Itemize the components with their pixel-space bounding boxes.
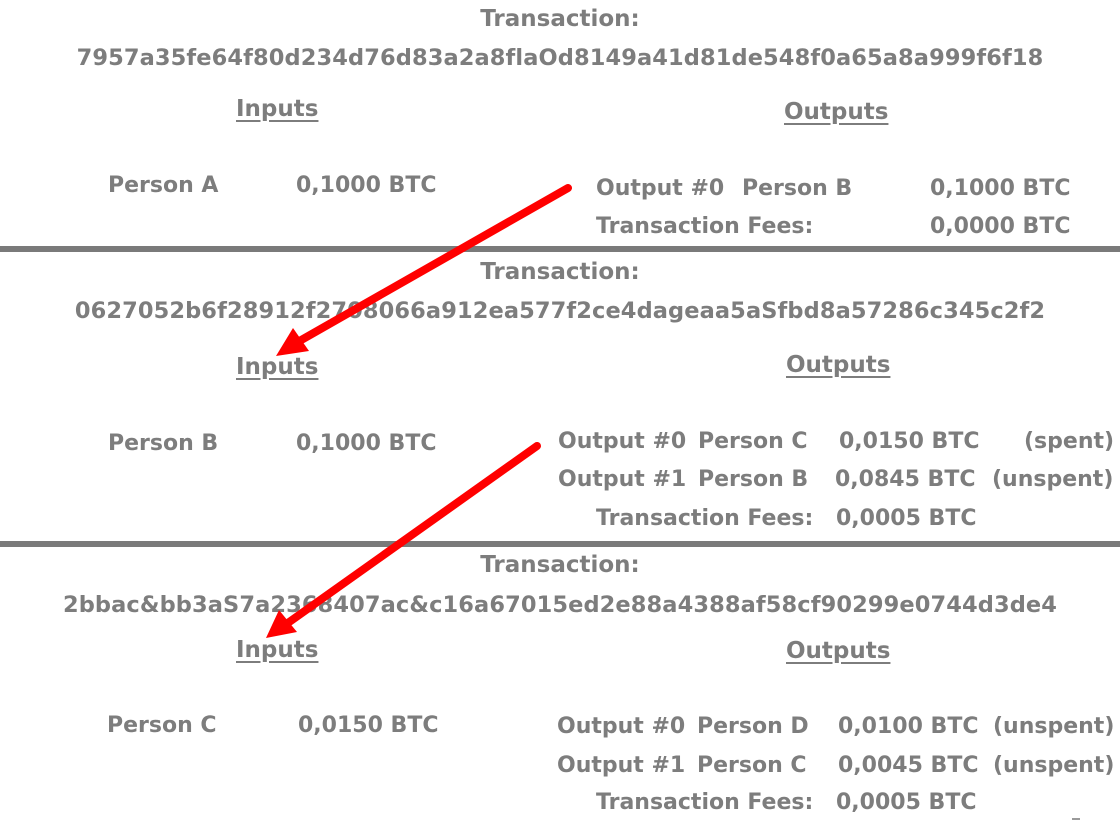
fees-amount: 0,0000 BTC [930,214,1071,239]
output-status: (spent) [1024,429,1115,454]
output-amount: 0,0845 BTC [835,467,976,492]
transaction-hash: 2bbac&bb3aS7a2368407ac&c16a67015ed2e88a4… [62,592,1058,618]
arrow-tx2-to-tx3 [266,442,541,638]
outputs-heading: Outputs [784,99,889,125]
output-amount: 0,0100 BTC [838,714,979,739]
inputs-heading: Inputs [236,354,319,380]
output-status: (unspent) [993,714,1115,739]
outputs-heading: Outputs [786,638,891,664]
arrow-tx1-to-tx2 [276,184,572,356]
fees-amount: 0,0005 BTC [836,790,977,815]
output-amount: 0,0150 BTC [839,429,980,454]
outputs-heading: Outputs [786,352,891,378]
output-label: Output #0 [557,714,686,739]
input-amount: 0,0150 BTC [298,713,439,738]
output-person: Person B [698,467,809,492]
small-dash-mark [1072,818,1080,820]
input-amount: 0,1000 BTC [296,431,437,456]
transaction-hash: 7957a35fe64f80d234d76d83a2a8flaOd8149a41… [76,45,1044,71]
transaction-divider [0,541,1120,547]
output-person: Person C [698,429,808,454]
transaction-label: Transaction: [480,6,640,32]
inputs-heading: Inputs [236,96,319,122]
fees-label: Transaction Fees: [596,506,814,531]
output-label: Output #1 [557,753,686,778]
fees-label: Transaction Fees: [596,214,814,239]
inputs-heading: Inputs [236,637,319,663]
input-amount: 0,1000 BTC [296,173,437,198]
transaction-divider [0,246,1120,252]
input-person: Person B [108,431,219,456]
output-status: (unspent) [993,753,1115,778]
fees-amount: 0,0005 BTC [836,506,977,531]
output-amount: 0,1000 BTC [930,176,1071,201]
output-person: Person C [697,753,807,778]
output-status: (unspent) [992,467,1114,492]
input-person: Person C [107,713,217,738]
transaction-label: Transaction: [480,552,640,578]
output-person: Person D [697,714,809,739]
output-amount: 0,0045 BTC [838,753,979,778]
output-person: Person B [742,176,853,201]
transaction-hash: 0627052b6f28912f2708066a912ea577f2ce4dag… [74,298,1046,324]
output-label: Output #0 [596,176,725,201]
input-person: Person A [108,173,219,198]
output-label: Output #1 [558,467,687,492]
transaction-label: Transaction: [480,259,640,285]
fees-label: Transaction Fees: [596,790,814,815]
output-label: Output #0 [558,429,687,454]
